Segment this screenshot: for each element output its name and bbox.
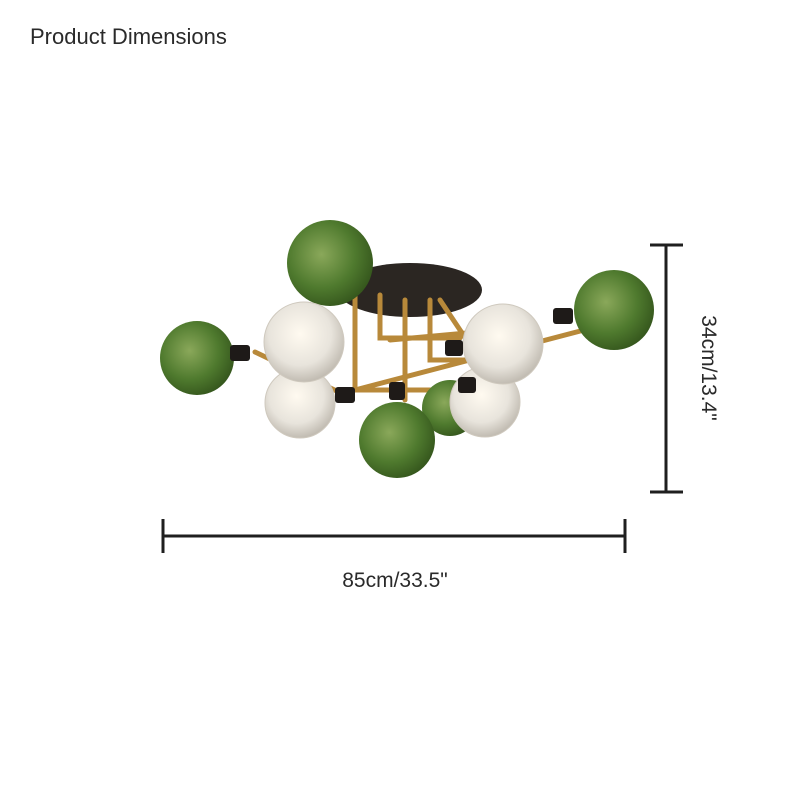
- green-globe: [359, 402, 435, 478]
- height-label: 34cm/13.4": [697, 315, 720, 421]
- clear-globe: [462, 303, 544, 385]
- green-globe: [574, 270, 654, 350]
- socket-caps: [230, 308, 573, 403]
- page-title: Product Dimensions: [30, 24, 227, 49]
- canopy: [338, 263, 482, 317]
- green-globe: [287, 220, 373, 306]
- green-globe: [160, 321, 234, 395]
- height-dimension-line: [650, 243, 683, 494]
- clear-globe: [263, 301, 345, 383]
- width-dimension-line: [161, 519, 627, 553]
- width-label: 85cm/33.5": [342, 569, 448, 592]
